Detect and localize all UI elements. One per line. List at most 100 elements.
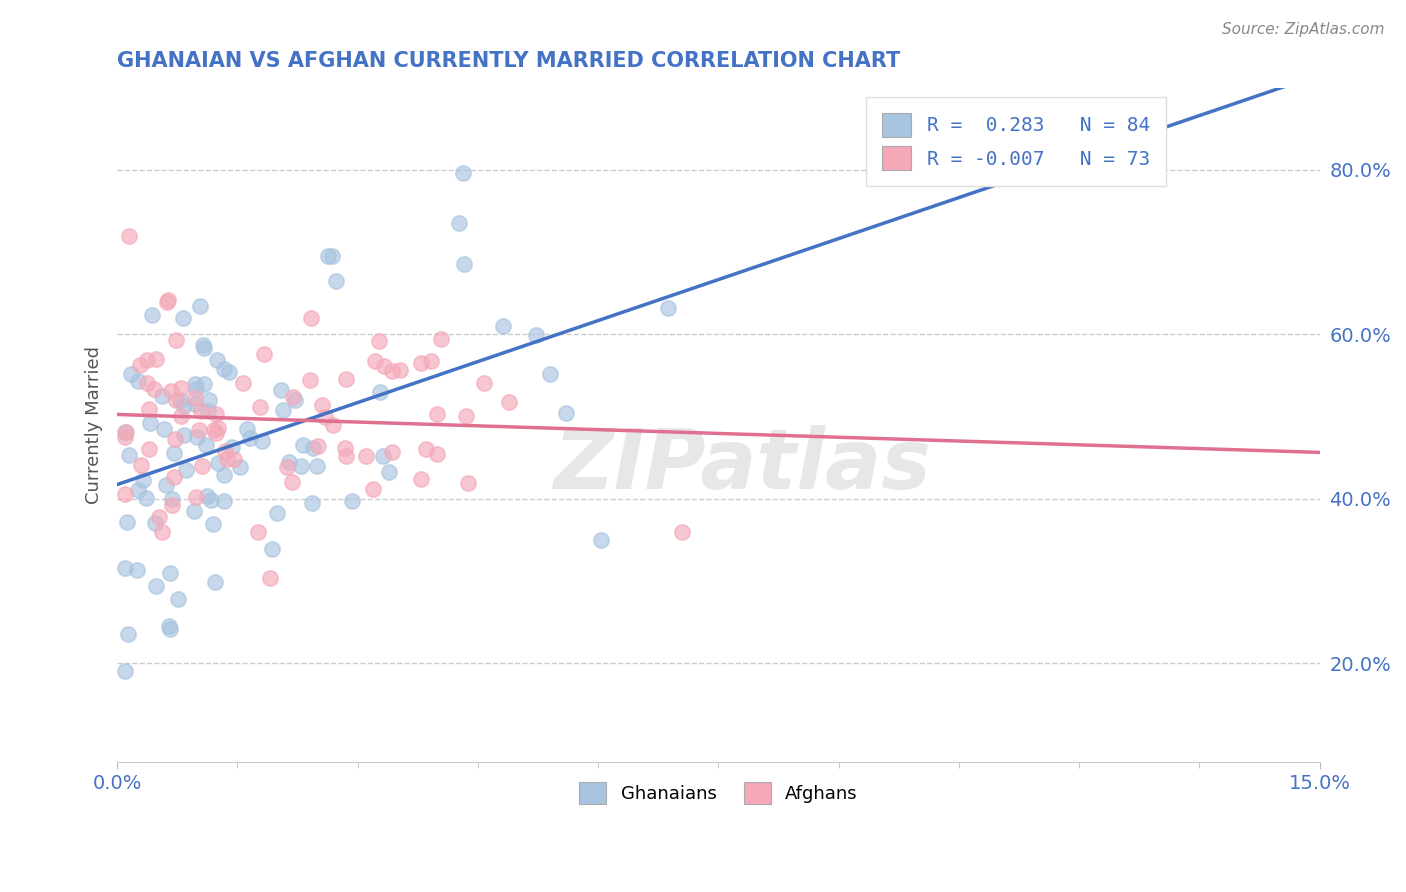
Point	[167, 592, 190, 607]
Point	[589, 533, 612, 547]
Point	[472, 376, 495, 390]
Point	[214, 444, 236, 458]
Point	[200, 493, 222, 508]
Point	[215, 452, 238, 467]
Point	[381, 364, 404, 378]
Point	[204, 574, 226, 589]
Point	[420, 354, 443, 368]
Point	[145, 578, 167, 592]
Point	[492, 318, 515, 333]
Point	[163, 470, 186, 484]
Point	[307, 458, 329, 473]
Point	[135, 376, 157, 390]
Point	[276, 459, 298, 474]
Point	[378, 465, 401, 479]
Point	[191, 459, 214, 474]
Point	[325, 274, 347, 288]
Point	[451, 166, 474, 180]
Point	[173, 428, 195, 442]
Point	[266, 506, 288, 520]
Point	[368, 334, 391, 348]
Point	[298, 373, 321, 387]
Point	[457, 475, 479, 490]
Point	[135, 353, 157, 368]
Point	[426, 407, 449, 421]
Point	[169, 392, 191, 407]
Point	[114, 665, 136, 679]
Point	[222, 452, 245, 467]
Point	[335, 441, 357, 455]
Point	[415, 442, 437, 456]
Text: ZIPatlas: ZIPatlas	[554, 425, 931, 506]
Point	[159, 566, 181, 581]
Point	[172, 310, 194, 325]
Text: Source: ZipAtlas.com: Source: ZipAtlas.com	[1222, 22, 1385, 37]
Point	[160, 491, 183, 506]
Point	[138, 442, 160, 457]
Point	[361, 483, 384, 497]
Point	[150, 525, 173, 540]
Point	[555, 405, 578, 419]
Point	[657, 301, 679, 315]
Point	[190, 299, 212, 313]
Point	[671, 524, 693, 539]
Point	[207, 421, 229, 435]
Point	[184, 491, 207, 505]
Point	[321, 249, 343, 263]
Point	[114, 425, 136, 439]
Point	[299, 310, 322, 325]
Point	[371, 449, 394, 463]
Point	[335, 372, 357, 386]
Point	[235, 422, 257, 436]
Point	[127, 483, 149, 497]
Point	[253, 347, 276, 361]
Point	[193, 341, 215, 355]
Point	[141, 308, 163, 322]
Point	[322, 418, 344, 433]
Point	[202, 423, 225, 437]
Point	[373, 359, 395, 374]
Point	[127, 562, 149, 576]
Point	[114, 487, 136, 501]
Point	[118, 228, 141, 243]
Point	[380, 445, 402, 459]
Point	[186, 382, 208, 396]
Point	[524, 328, 547, 343]
Text: GHANAIAN VS AFGHAN CURRENTLY MARRIED CORRELATION CHART: GHANAIAN VS AFGHAN CURRENTLY MARRIED COR…	[117, 51, 900, 70]
Point	[205, 353, 228, 368]
Point	[143, 382, 166, 396]
Point	[143, 516, 166, 530]
Point	[252, 434, 274, 449]
Point	[159, 622, 181, 636]
Point	[195, 489, 218, 503]
Point	[165, 333, 187, 347]
Point	[221, 440, 243, 454]
Point	[202, 516, 225, 531]
Point	[335, 449, 357, 463]
Point	[145, 352, 167, 367]
Point	[157, 619, 180, 633]
Point	[138, 402, 160, 417]
Point	[197, 404, 219, 418]
Point	[453, 257, 475, 271]
Point	[207, 456, 229, 470]
Point	[301, 495, 323, 509]
Point	[132, 473, 155, 487]
Point	[218, 366, 240, 380]
Point	[114, 430, 136, 444]
Point	[183, 397, 205, 411]
Point	[173, 400, 195, 414]
Point	[131, 458, 153, 472]
Point	[259, 571, 281, 585]
Point	[186, 430, 208, 444]
Point	[139, 417, 162, 431]
Point	[120, 367, 142, 381]
Point	[127, 374, 149, 388]
Point	[354, 450, 377, 464]
Point	[498, 395, 520, 409]
Point	[281, 390, 304, 404]
Point	[194, 438, 217, 452]
Point	[117, 627, 139, 641]
Point	[447, 216, 470, 230]
Point	[538, 368, 561, 382]
